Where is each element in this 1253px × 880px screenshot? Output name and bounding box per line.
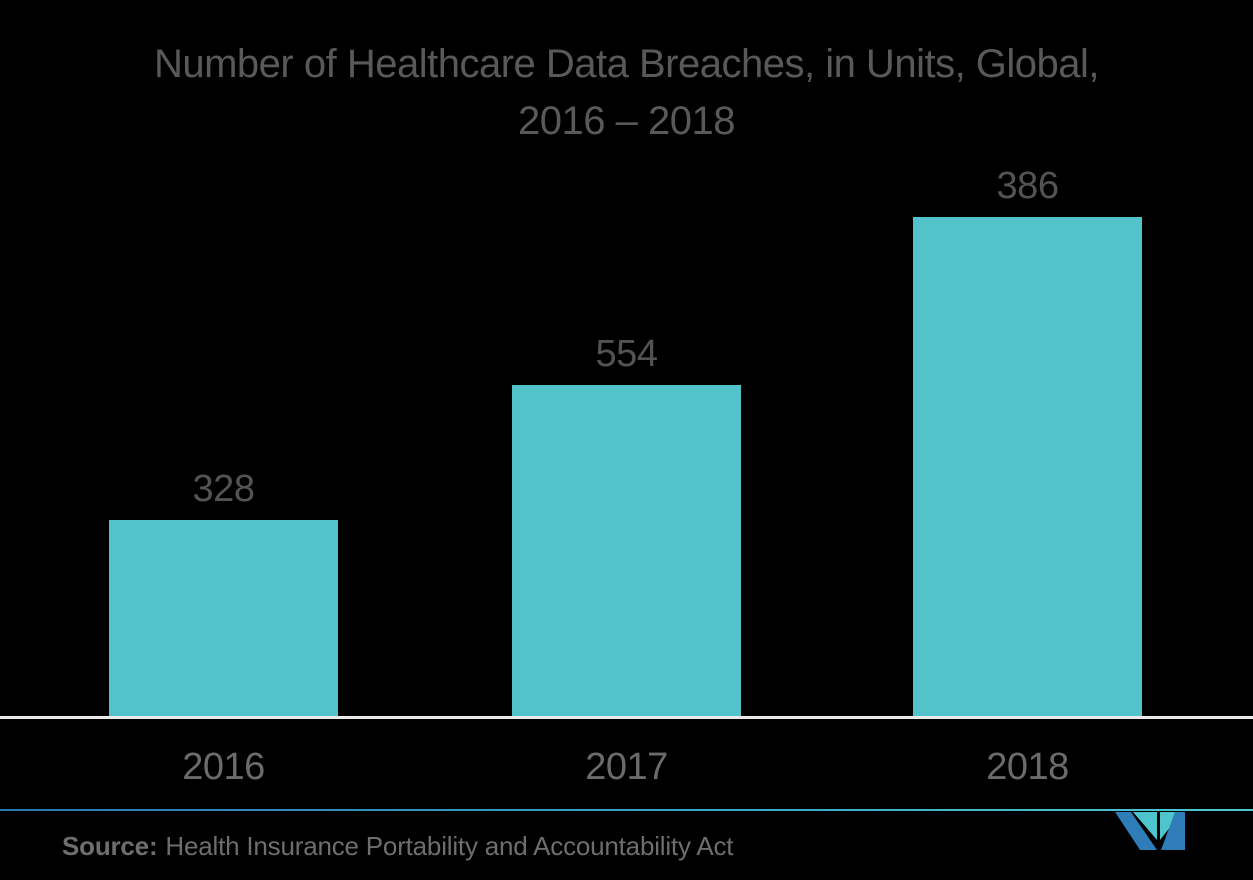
bar-2018 — [913, 217, 1142, 718]
bar-value-2018: 386 — [996, 165, 1059, 207]
source-label: Source: — [62, 831, 158, 861]
bar-2016 — [109, 520, 338, 718]
source-note: Source: Health Insurance Portability and … — [62, 830, 734, 862]
bar-2017 — [512, 385, 741, 718]
logo-left-blue-ribbon — [1115, 812, 1157, 850]
bar-value-2016: 328 — [192, 468, 255, 510]
logo-left-teal-triangle — [1133, 812, 1157, 840]
mordor-intelligence-logo — [1115, 812, 1185, 850]
bar-value-2017: 554 — [595, 333, 658, 375]
source-text: Health Insurance Portability and Account… — [165, 831, 734, 861]
x-tick-2016: 2016 — [182, 746, 265, 788]
chart-title: Number of Healthcare Data Breaches, in U… — [0, 36, 1253, 150]
x-tick-2017: 2017 — [585, 746, 668, 788]
x-axis-line — [0, 716, 1253, 719]
x-tick-2018: 2018 — [986, 746, 1069, 788]
chart-title-line1: Number of Healthcare Data Breaches, in U… — [153, 42, 1100, 86]
footer-accent-line — [0, 809, 1253, 811]
chart-title-line2: 2016 – 2018 — [518, 99, 735, 143]
logo-right-blue-ribbon — [1161, 812, 1185, 850]
